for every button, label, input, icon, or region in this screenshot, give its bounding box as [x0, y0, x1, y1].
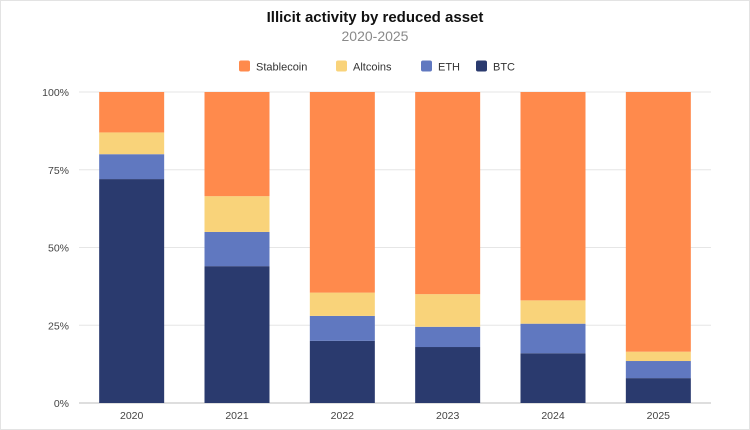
bar-stablecoin-2022 [309, 92, 375, 293]
legend-label-eth: ETH [438, 62, 460, 74]
bar-btc-2022 [309, 340, 375, 403]
x-tick-label: 2023 [436, 410, 460, 422]
x-tick-label: 2021 [225, 410, 249, 422]
bar-eth-2022 [309, 315, 375, 341]
bar-btc-2023 [415, 347, 481, 403]
x-tick-label: 2020 [120, 410, 144, 422]
x-axis-ticks: 2020 2021 2022 2023 2024 2025 [120, 410, 670, 422]
bar-eth-2024 [520, 323, 586, 354]
legend-label-stablecoin: Stablecoin [256, 62, 307, 74]
bar-eth-2021 [204, 231, 270, 267]
legend-swatch-eth [421, 60, 432, 72]
y-tick-label: 100% [42, 87, 69, 99]
bar-eth-2023 [415, 326, 481, 348]
legend: Stablecoin Altcoins ETH BTC [239, 60, 515, 74]
legend-label-altcoins: Altcoins [353, 62, 392, 74]
y-axis-ticks: 0% 25% 50% 75% 100% [42, 87, 69, 410]
bar-stablecoin-2025 [625, 92, 691, 352]
bar-stablecoin-2020 [99, 92, 165, 133]
bar-stablecoin-2023 [415, 92, 481, 295]
bar-altcoins-2021 [204, 196, 270, 232]
bar-stablecoin-2024 [520, 92, 586, 301]
bar-btc-2021 [204, 266, 270, 403]
legend-swatch-btc [476, 60, 487, 72]
bar-altcoins-2020 [99, 132, 165, 155]
legend-label-btc: BTC [493, 62, 515, 74]
bar-eth-2020 [99, 154, 165, 180]
bar-altcoins-2024 [520, 300, 586, 324]
chart-subtitle: 2020-2025 [342, 28, 409, 44]
bar-btc-2020 [99, 179, 165, 403]
bar-eth-2025 [625, 361, 691, 379]
bars [99, 92, 691, 403]
bar-altcoins-2023 [415, 294, 481, 327]
x-tick-label: 2022 [331, 410, 355, 422]
x-tick-label: 2024 [541, 410, 565, 422]
y-tick-label: 50% [48, 243, 69, 255]
y-tick-label: 25% [48, 320, 69, 332]
bar-altcoins-2025 [625, 351, 691, 362]
y-tick-label: 0% [54, 398, 69, 410]
legend-swatch-stablecoin [239, 60, 250, 72]
bar-btc-2025 [625, 378, 691, 403]
y-tick-label: 75% [48, 165, 69, 177]
x-tick-label: 2025 [647, 410, 671, 422]
bar-altcoins-2022 [309, 292, 375, 316]
bar-btc-2024 [520, 353, 586, 403]
chart-title: Illicit activity by reduced asset [267, 9, 484, 26]
legend-swatch-altcoins [336, 60, 347, 72]
gridlines [79, 91, 711, 404]
bar-stablecoin-2021 [204, 92, 270, 197]
